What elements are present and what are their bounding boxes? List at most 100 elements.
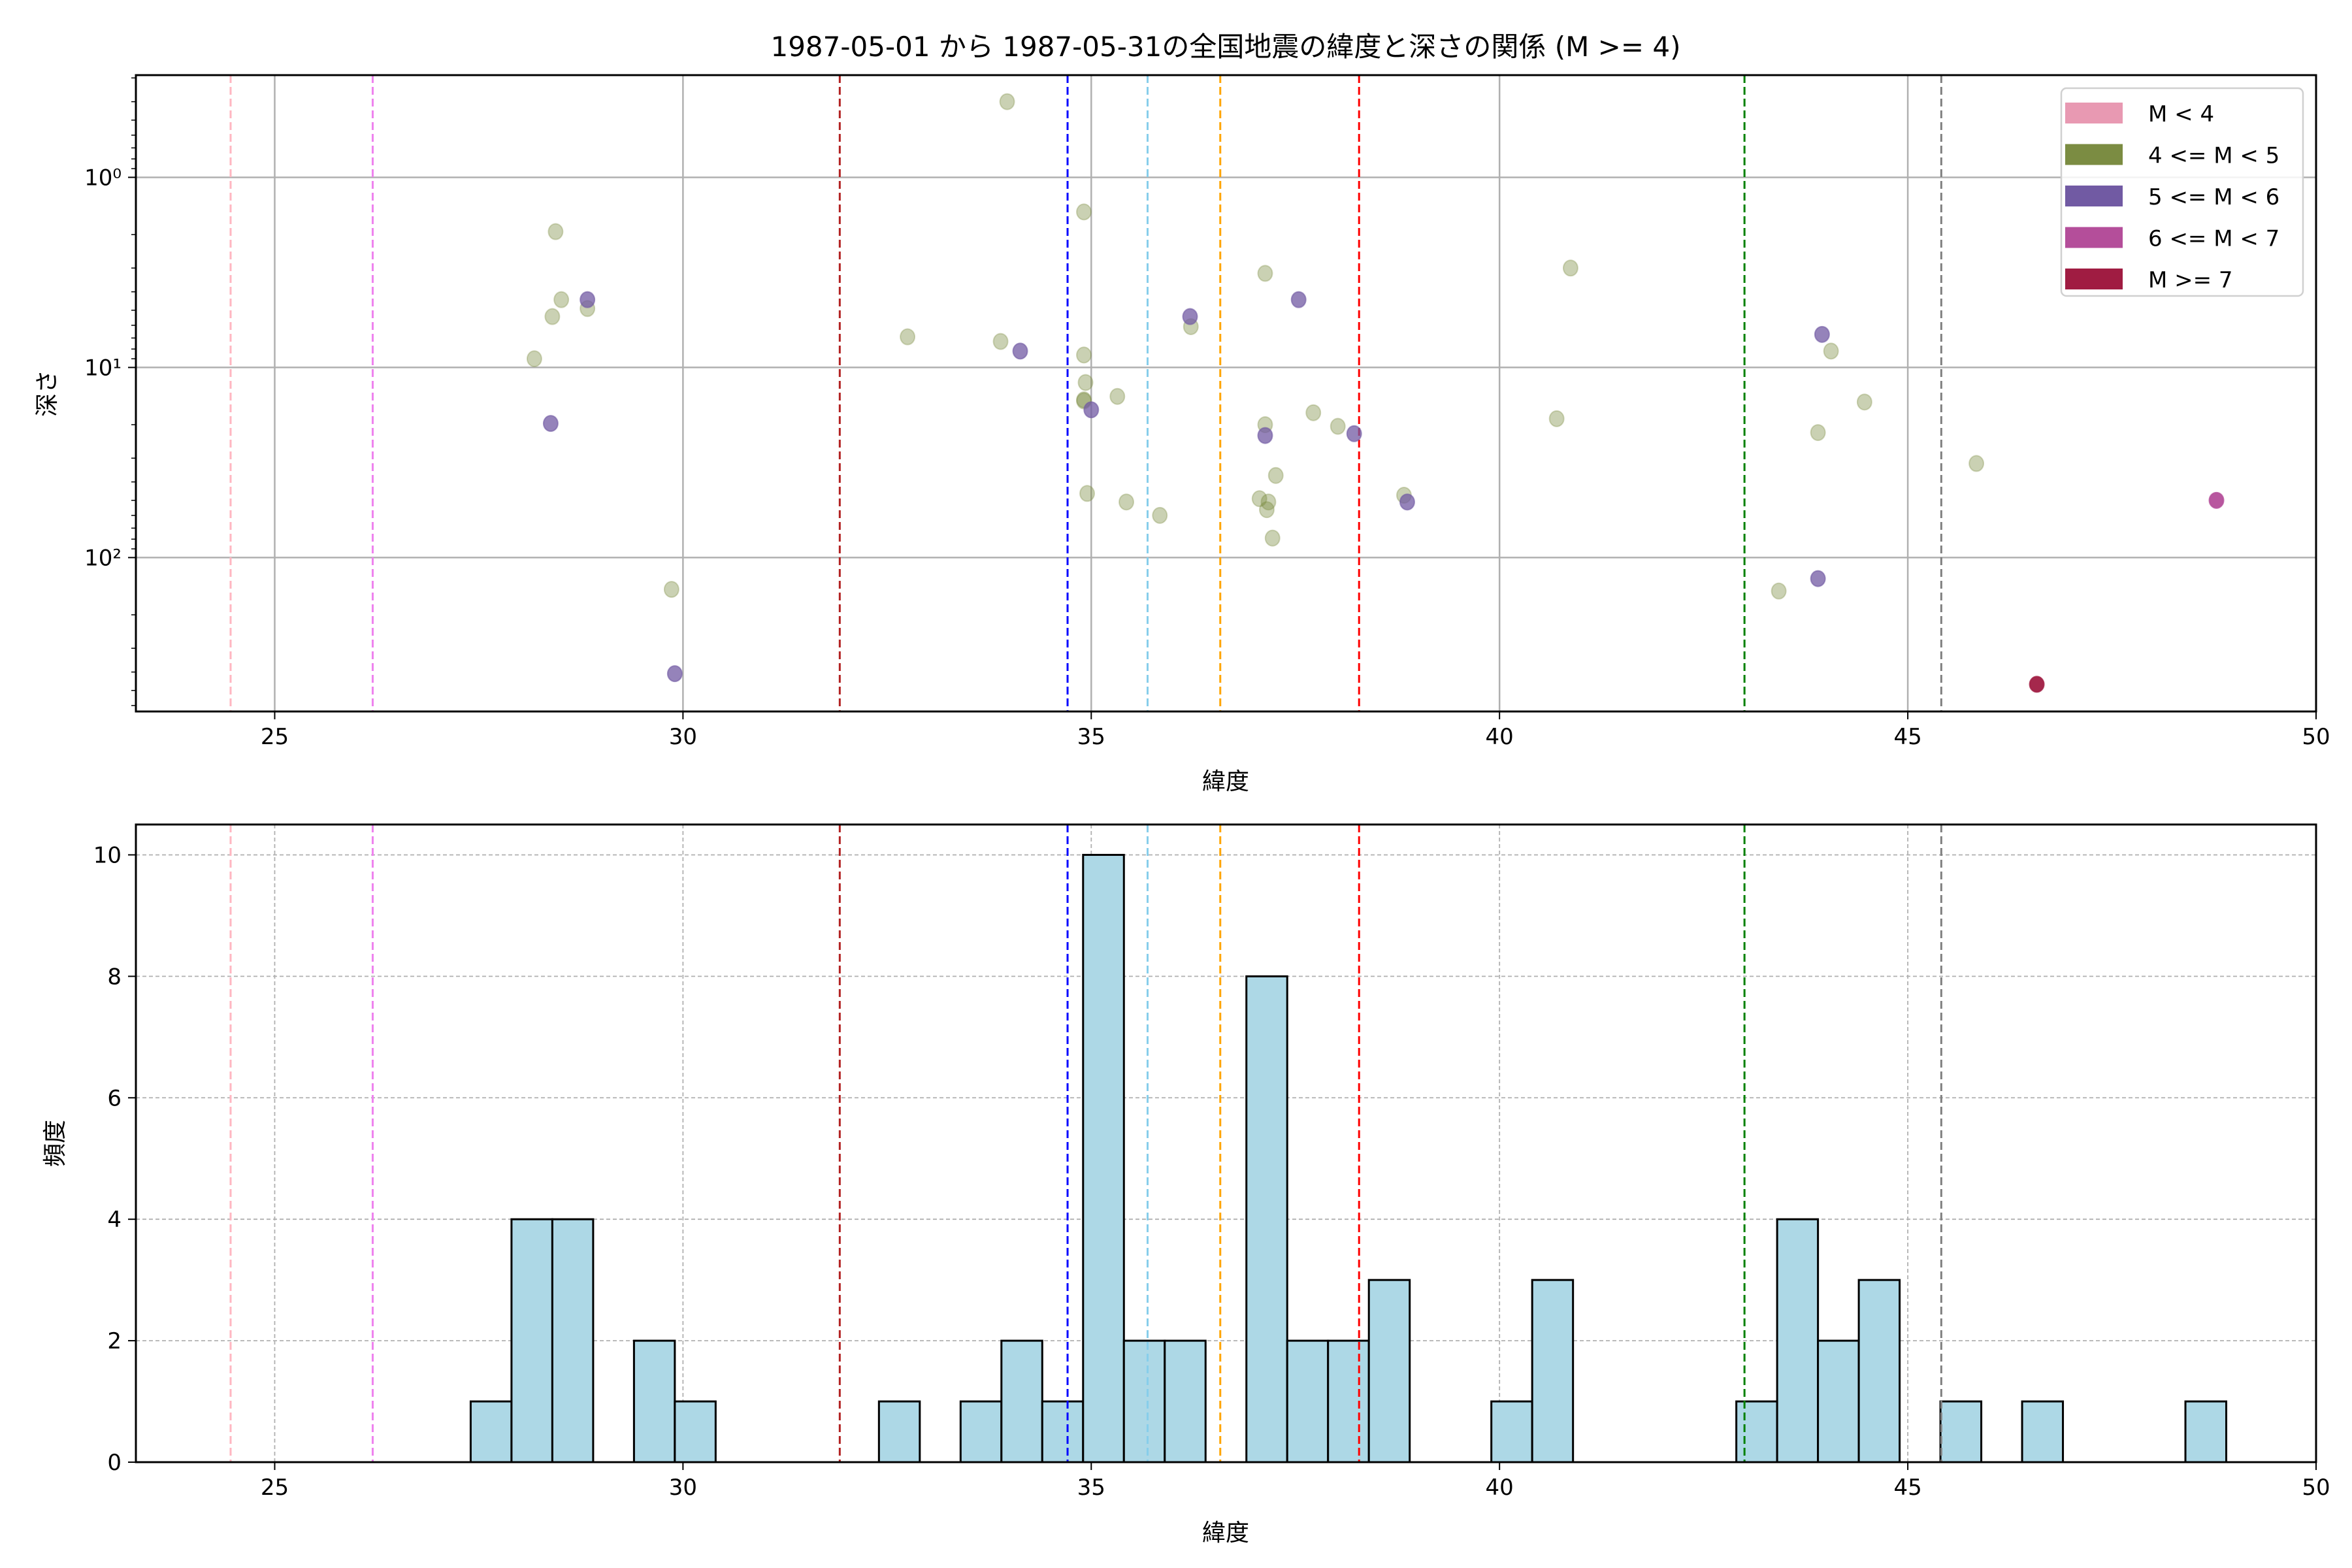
data-point bbox=[1012, 342, 1028, 360]
data-point bbox=[1258, 501, 1275, 519]
x-tick-label: 45 bbox=[1893, 724, 1921, 750]
data-point bbox=[544, 308, 561, 325]
axes-frame bbox=[135, 74, 2317, 713]
data-point bbox=[1257, 265, 1273, 282]
histogram-bar bbox=[674, 1400, 717, 1463]
data-point bbox=[542, 415, 559, 433]
data-point bbox=[526, 350, 542, 368]
histogram-bar bbox=[2184, 1400, 2228, 1463]
data-point bbox=[999, 93, 1015, 110]
data-point bbox=[2208, 491, 2225, 509]
data-point bbox=[1399, 493, 1415, 511]
data-point bbox=[1260, 493, 1277, 511]
y-tick-label: 10 bbox=[93, 842, 122, 868]
data-point bbox=[1264, 529, 1281, 547]
data-point bbox=[1119, 493, 1135, 511]
y-tick-label: 10¹ bbox=[84, 355, 122, 381]
x-tick-label: 30 bbox=[669, 724, 697, 750]
data-point bbox=[1182, 308, 1198, 325]
data-point bbox=[1856, 393, 1872, 411]
x-tick-label: 35 bbox=[1077, 724, 1105, 750]
histogram-bar bbox=[1164, 1339, 1207, 1463]
histogram-bar bbox=[959, 1400, 1003, 1463]
histogram-bar bbox=[510, 1218, 553, 1463]
legend-label: 5 <= M < 6 bbox=[2148, 184, 2279, 210]
top-x-axis-label: 緯度 bbox=[1202, 768, 1249, 795]
data-point bbox=[1290, 291, 1307, 308]
histogram-bar bbox=[1041, 1400, 1085, 1463]
top-y-axis-label: 深さ bbox=[34, 370, 61, 417]
data-point bbox=[1346, 425, 1362, 442]
legend-label: M < 4 bbox=[2148, 101, 2214, 127]
histogram-bar bbox=[1735, 1400, 1778, 1463]
data-point bbox=[1109, 387, 1126, 405]
data-point bbox=[1305, 404, 1322, 421]
data-point bbox=[553, 291, 570, 308]
legend-swatch bbox=[2065, 186, 2123, 206]
histogram-bar bbox=[469, 1400, 513, 1463]
legend: M < 4 4 <= M < 5 5 <= M < 6 6 <= M < 7 M >= … bbox=[2060, 87, 2304, 297]
histogram-bar bbox=[1286, 1339, 1330, 1463]
legend-swatch bbox=[2065, 227, 2123, 248]
legend-swatch bbox=[2065, 103, 2123, 123]
data-point bbox=[1152, 506, 1168, 524]
y-tick-label: 10² bbox=[84, 545, 122, 571]
data-point bbox=[1076, 346, 1092, 364]
data-point bbox=[1079, 485, 1096, 502]
x-tick-label: 40 bbox=[1486, 724, 1514, 750]
data-point bbox=[1562, 259, 1578, 277]
y-tick-label: 2 bbox=[107, 1328, 122, 1354]
data-point bbox=[1257, 427, 1273, 444]
data-point bbox=[1076, 203, 1092, 221]
legend-swatch bbox=[2065, 269, 2123, 289]
data-point bbox=[1251, 490, 1267, 508]
bottom-x-axis-label: 緯度 bbox=[1202, 1520, 1249, 1546]
x-tick-label: 25 bbox=[261, 724, 289, 750]
histogram-bar bbox=[1531, 1279, 1575, 1463]
data-point bbox=[992, 333, 1009, 350]
histogram-bar bbox=[1327, 1339, 1370, 1463]
axes-frame bbox=[135, 823, 2317, 1463]
data-point bbox=[900, 328, 916, 346]
histogram-bar bbox=[1122, 1339, 1166, 1463]
histogram-axes: 25 30 35 40 45 50 0 2 4 6 8 10 bbox=[93, 823, 2330, 1501]
data-point bbox=[547, 223, 564, 240]
histogram-bar bbox=[632, 1339, 676, 1463]
legend-label: 4 <= M < 5 bbox=[2148, 143, 2279, 169]
x-tick-label: 50 bbox=[2302, 724, 2330, 750]
x-tick-label: 25 bbox=[261, 1475, 289, 1501]
legend-label: M >= 7 bbox=[2148, 267, 2233, 293]
histogram-bar bbox=[1490, 1400, 1533, 1463]
data-point bbox=[663, 581, 679, 598]
histogram-bar bbox=[1857, 1279, 1901, 1463]
data-point bbox=[1077, 374, 1094, 391]
legend-label: 6 <= M < 7 bbox=[2148, 226, 2279, 252]
histogram-bar bbox=[1939, 1400, 1983, 1463]
bottom-y-axis-label: 頻度 bbox=[42, 1120, 69, 1167]
data-point bbox=[2029, 676, 2045, 693]
data-point bbox=[1823, 342, 1839, 360]
data-point bbox=[580, 291, 596, 308]
histogram-bar bbox=[2021, 1400, 2065, 1463]
y-tick-label: 6 bbox=[107, 1085, 122, 1111]
histogram-bar bbox=[551, 1218, 595, 1463]
histogram-bar bbox=[877, 1400, 921, 1463]
x-tick-label: 30 bbox=[669, 1475, 697, 1501]
x-tick-label: 45 bbox=[1893, 1475, 1921, 1501]
data-point bbox=[666, 665, 683, 683]
legend-swatch bbox=[2065, 144, 2123, 165]
x-tick-label: 50 bbox=[2302, 1475, 2330, 1501]
data-point bbox=[1083, 401, 1100, 419]
scatter-axes: 25 30 35 40 45 50 10⁰ 10¹ 10² bbox=[84, 74, 2330, 750]
data-point bbox=[1267, 466, 1284, 484]
histogram-bar bbox=[1082, 853, 1125, 1463]
data-point bbox=[1810, 424, 1826, 442]
y-tick-label: 10⁰ bbox=[84, 165, 122, 191]
data-point bbox=[1548, 410, 1565, 427]
y-tick-label: 4 bbox=[107, 1207, 122, 1233]
data-point bbox=[1968, 455, 1985, 472]
histogram-bar bbox=[1817, 1339, 1860, 1463]
histogram-bar bbox=[1245, 975, 1288, 1463]
x-tick-label: 40 bbox=[1486, 1475, 1514, 1501]
